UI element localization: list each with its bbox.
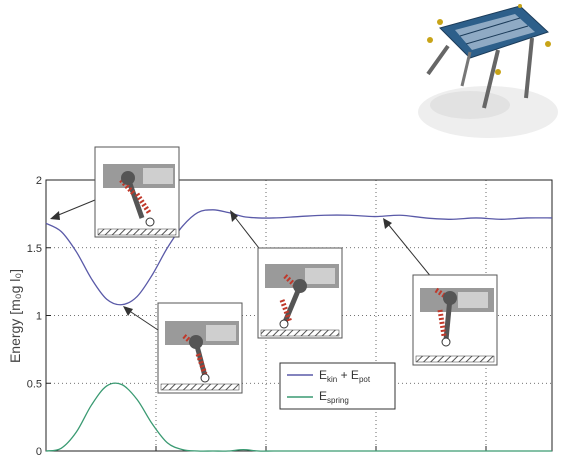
y-tick-label: 2 bbox=[36, 175, 42, 187]
inset-start-panel bbox=[50, 146, 180, 238]
inset-start-leader bbox=[55, 199, 96, 217]
legend-label-kinetic-potential: Ekin + Epot bbox=[319, 368, 371, 384]
inset-peak-panel bbox=[230, 210, 343, 339]
y-tick-label: 0 bbox=[36, 446, 42, 456]
y-tick-label: 1.5 bbox=[27, 243, 42, 255]
inset-start-arrowhead bbox=[50, 211, 60, 220]
legend-box bbox=[279, 362, 396, 410]
inset-peak-leader bbox=[233, 215, 263, 253]
inset-min-leader bbox=[127, 309, 159, 331]
y-axis-ticks: 0 0.5 1 1.5 2 bbox=[27, 175, 51, 456]
series-line-0 bbox=[45, 209, 553, 306]
inset-min-panel bbox=[123, 302, 243, 394]
legend: Ekin + Epot Espring bbox=[279, 362, 396, 410]
series-layer bbox=[45, 209, 553, 452]
x-axis-ticks bbox=[155, 446, 487, 451]
annotation-layer bbox=[50, 146, 498, 394]
robot-illustration bbox=[418, 4, 558, 138]
inset-steady-arrowhead bbox=[383, 218, 392, 229]
y-axis-title: Energy [m₀g l₀] bbox=[7, 269, 23, 363]
legend-label-spring: Espring bbox=[319, 389, 349, 405]
y-tick-label: 0.5 bbox=[27, 378, 42, 390]
series-line-1 bbox=[45, 382, 552, 452]
inset-steady-panel bbox=[383, 218, 498, 366]
inset-min-arrowhead bbox=[123, 306, 133, 316]
y-tick-label: 1 bbox=[36, 311, 42, 323]
inset-steady-leader bbox=[387, 223, 433, 279]
inset-peak-arrowhead bbox=[230, 210, 238, 222]
